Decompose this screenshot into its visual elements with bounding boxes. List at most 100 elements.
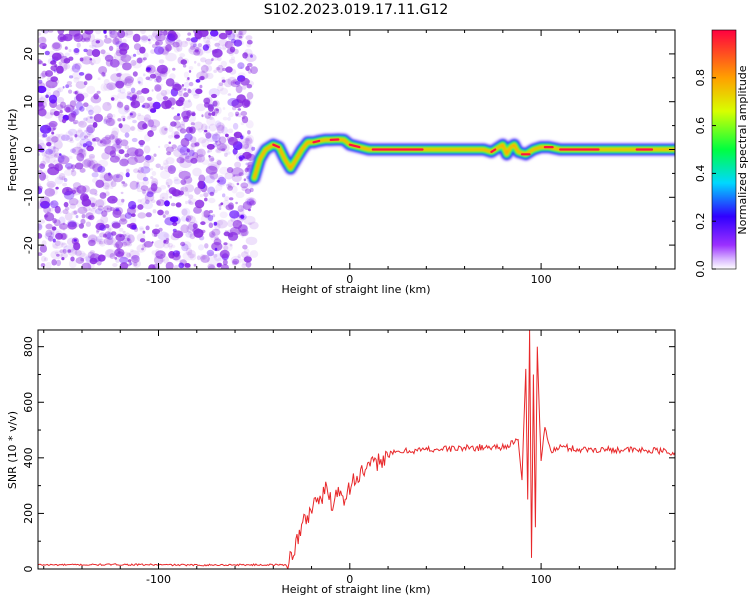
noise-speckle <box>208 155 211 158</box>
noise-speckle <box>230 56 236 60</box>
noise-speckle <box>160 66 171 75</box>
noise-speckle <box>221 126 228 135</box>
noise-speckle <box>61 176 66 181</box>
noise-speckle <box>203 129 211 136</box>
noise-speckle <box>50 76 58 82</box>
noise-speckle <box>227 185 234 191</box>
noise-speckle <box>228 202 234 210</box>
noise-speckle <box>213 221 218 226</box>
noise-speckle <box>180 137 190 147</box>
noise-speckle <box>110 180 117 187</box>
noise-speckle <box>149 73 157 79</box>
noise-speckle <box>71 111 77 118</box>
noise-speckle <box>242 52 248 59</box>
noise-speckle <box>197 43 203 48</box>
noise-speckle <box>44 212 55 222</box>
noise-speckle <box>45 154 56 164</box>
noise-speckle <box>86 145 94 152</box>
noise-speckle <box>65 190 68 194</box>
noise-speckle <box>85 221 91 227</box>
noise-speckle <box>118 123 123 129</box>
colorbar-gradient <box>711 29 737 270</box>
noise-speckle <box>171 144 177 149</box>
noise-speckle <box>126 238 130 242</box>
noise-speckle <box>109 150 117 158</box>
noise-speckle <box>51 85 55 89</box>
noise-speckle <box>122 38 127 44</box>
noise-speckle <box>173 46 180 53</box>
noise-speckle <box>240 214 245 219</box>
noise-speckle <box>181 84 184 87</box>
noise-speckle <box>120 124 131 134</box>
noise-speckle <box>212 133 221 143</box>
noise-speckle <box>154 84 162 92</box>
noise-speckle <box>235 111 240 116</box>
noise-speckle <box>39 172 46 181</box>
noise-speckle <box>56 52 64 59</box>
noise-speckle <box>163 165 173 173</box>
noise-speckle <box>153 255 164 265</box>
noise-speckle <box>124 239 131 247</box>
noise-speckle <box>154 41 160 46</box>
noise-speckle <box>206 116 216 126</box>
noise-speckle <box>38 223 42 229</box>
noise-speckle <box>97 166 106 173</box>
noise-speckle <box>140 30 146 35</box>
noise-speckle <box>171 189 181 197</box>
noise-speckle <box>75 257 85 264</box>
noise-speckle <box>96 219 105 229</box>
noise-speckle <box>180 59 188 65</box>
noise-speckle <box>45 261 52 269</box>
noise-speckle <box>176 157 185 164</box>
noise-speckle <box>110 130 119 140</box>
noise-speckle <box>187 32 192 36</box>
noise-speckle <box>188 66 194 70</box>
snr-xlabel: Height of straight line (km) <box>281 583 430 596</box>
noise-speckle <box>211 58 214 62</box>
snr-ytick-label: 0 <box>22 566 35 573</box>
noise-speckle <box>216 124 225 134</box>
noise-speckle <box>130 125 135 131</box>
noise-speckle <box>142 230 146 234</box>
noise-speckle <box>100 215 109 224</box>
noise-speckle <box>149 130 153 133</box>
noise-speckle <box>155 33 166 42</box>
noise-speckle <box>68 259 77 269</box>
noise-speckle <box>60 154 66 160</box>
spectrogram-ytick-label: -20 <box>22 236 35 254</box>
noise-speckle <box>122 230 126 234</box>
noise-speckle <box>208 210 213 214</box>
noise-speckle <box>148 264 156 269</box>
noise-speckle <box>241 115 249 124</box>
noise-speckle <box>190 122 195 126</box>
noise-speckle <box>170 121 177 127</box>
noise-speckle <box>52 244 58 249</box>
noise-speckle <box>139 46 146 54</box>
noise-speckle <box>208 156 215 162</box>
noise-speckle <box>137 199 142 203</box>
noise-speckle <box>95 40 101 44</box>
noise-speckle <box>150 176 154 180</box>
noise-speckle <box>180 187 185 192</box>
noise-speckle <box>171 107 175 110</box>
noise-speckle <box>185 218 189 222</box>
spectrogram-xtick-label: 0 <box>346 273 353 286</box>
noise-speckle <box>204 197 208 202</box>
noise-speckle <box>231 173 242 183</box>
noise-speckle <box>232 81 236 84</box>
noise-speckle <box>160 254 164 257</box>
noise-speckle <box>214 49 219 53</box>
noise-speckle <box>80 222 85 227</box>
noise-speckle <box>244 188 252 194</box>
noise-speckle <box>213 253 218 258</box>
noise-speckle <box>68 30 81 37</box>
noise-speckle <box>197 180 204 189</box>
noise-speckle <box>214 132 219 136</box>
noise-speckle <box>79 143 85 149</box>
noise-speckle <box>47 166 60 176</box>
noise-speckle <box>131 254 140 261</box>
noise-speckle <box>121 198 125 203</box>
noise-speckle <box>81 148 86 153</box>
noise-speckle <box>143 73 146 77</box>
